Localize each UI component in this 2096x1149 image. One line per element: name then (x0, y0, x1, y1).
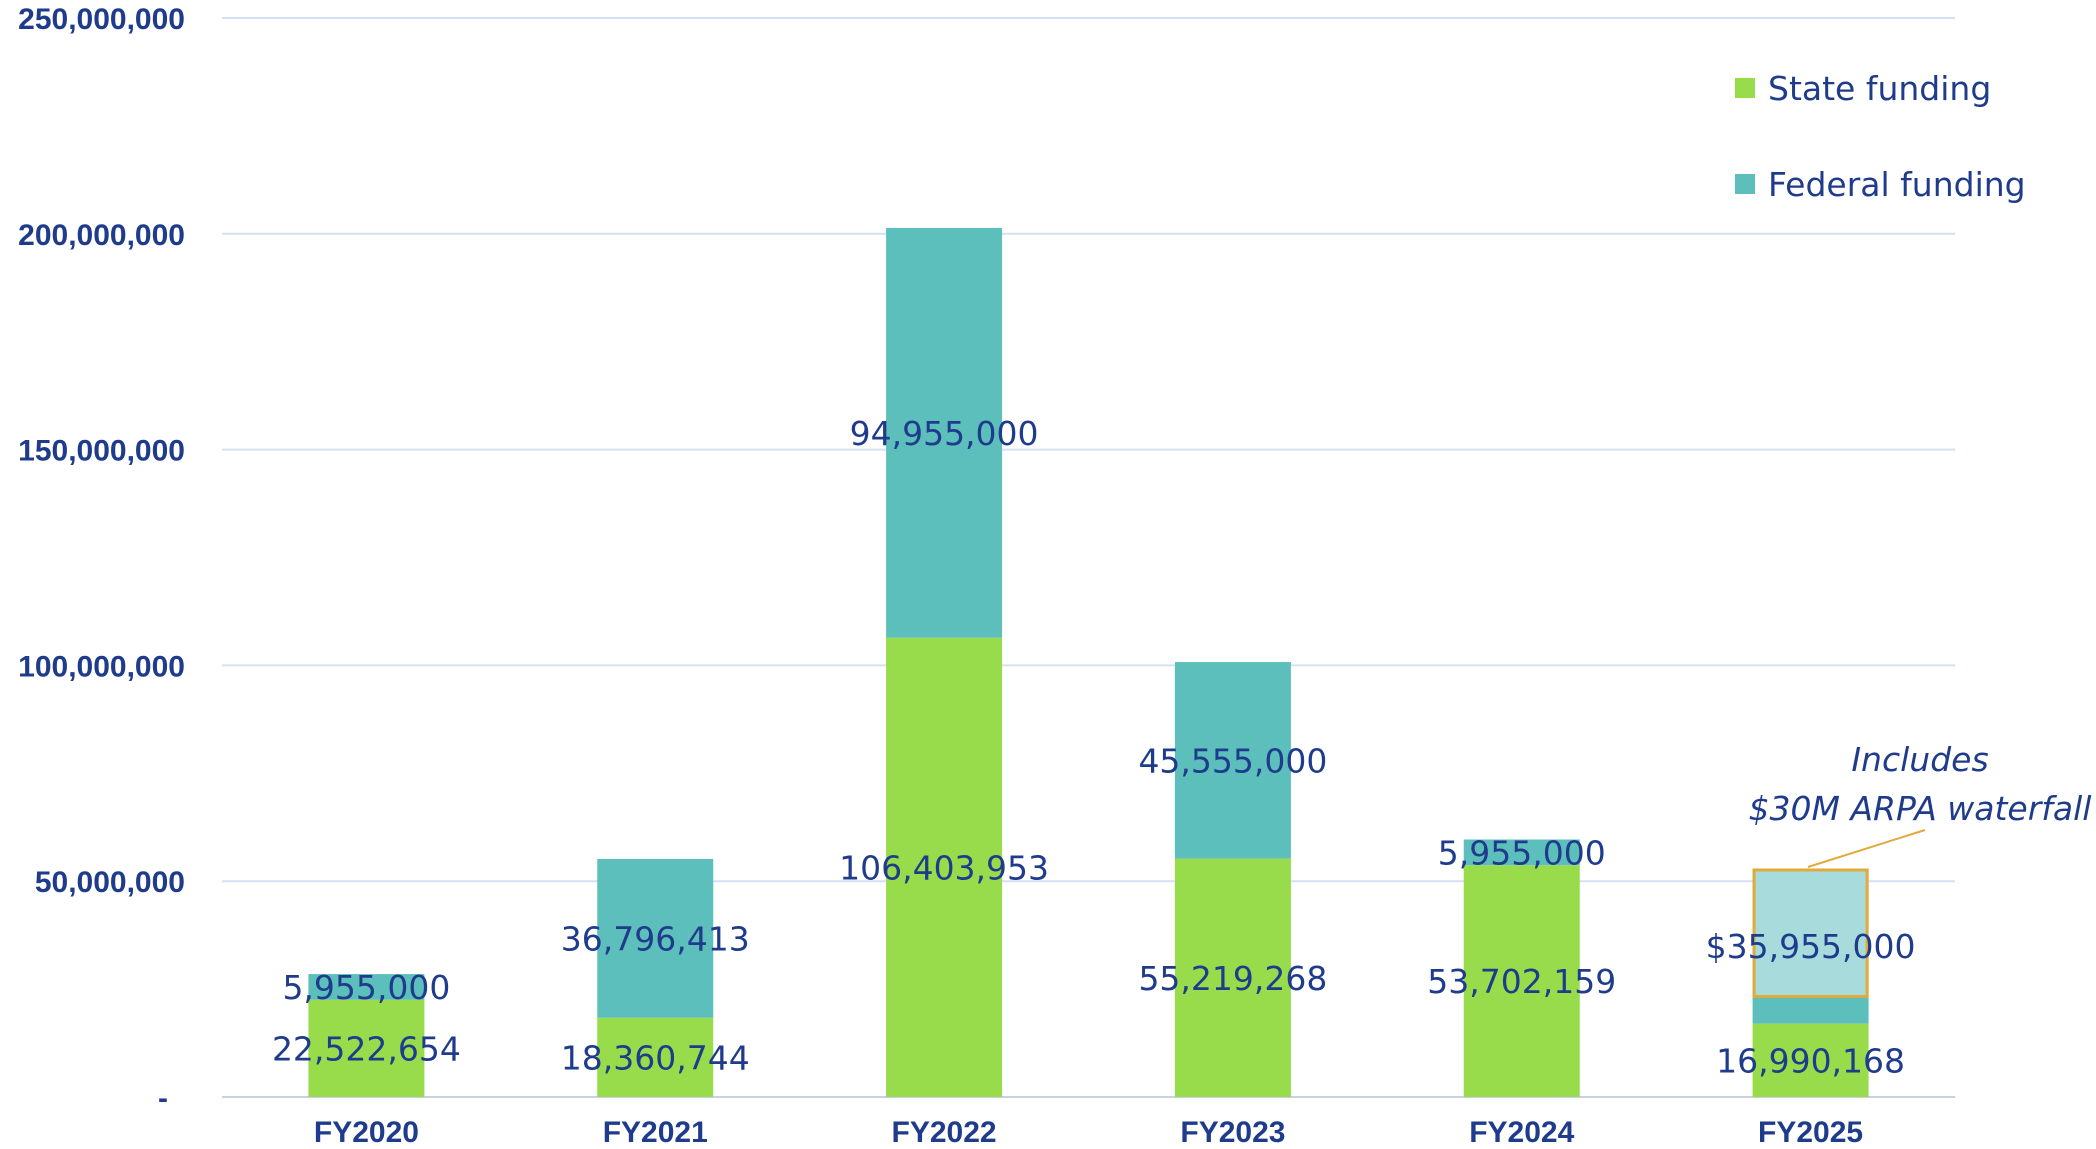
data-label-federal-fy2022: 94,955,000 (850, 414, 1039, 453)
y-tick-label-5: 250,000,000 (18, 3, 185, 36)
bar-federal-fy2023 (1174, 662, 1291, 859)
bar-federal-fy2022 (886, 227, 1003, 638)
y-tick-label-4: 200,000,000 (18, 219, 185, 252)
annotation-line-2: $30M ARPA waterfall (1749, 789, 2092, 828)
bar-federal-fy2020 (308, 974, 425, 1000)
arpa-annotation: Includes $30M ARPA waterfall (1749, 740, 2092, 868)
data-labels: 22,522,654 5,955,000 18,360,744 36,796,413 1… (272, 414, 1916, 1080)
data-label-state-fy2022: 106,403,953 (839, 848, 1049, 887)
bar-federal-fy2021 (597, 858, 714, 1018)
y-tick-label-2: 100,000,000 (18, 650, 185, 683)
gridlines (222, 17, 1955, 1098)
y-axis: - 50,000,000 100,000,000 150,000,000 200,000… (18, 3, 185, 1115)
data-label-state-fy2023: 55,219,268 (1138, 959, 1327, 998)
bar-state-fy2022 (886, 637, 1003, 1097)
x-tick-label-fy2024: FY2024 (1469, 1116, 1574, 1149)
x-tick-label-fy2022: FY2022 (892, 1116, 997, 1149)
data-label-federal-fy2021: 36,796,413 (561, 919, 750, 958)
legend-swatch-state-funding (1735, 78, 1755, 98)
legend: State funding Federal funding (1735, 69, 2026, 204)
bar-state-fy2020 (308, 999, 425, 1097)
legend-label-federal-funding: Federal funding (1768, 165, 2026, 204)
annotation-line-1: Includes (1851, 740, 1988, 779)
x-tick-label-fy2021: FY2021 (603, 1116, 708, 1149)
x-axis: FY2020 FY2021 FY2022 FY2023 FY2024 FY2025 (314, 1116, 1863, 1149)
y-tick-label-0: - (158, 1082, 168, 1115)
bar-state-fy2021 (597, 1017, 714, 1097)
data-label-federal-fy2020: 5,955,000 (282, 968, 450, 1007)
data-label-state-fy2025: 16,990,168 (1716, 1041, 1905, 1080)
bar-state-fy2025 (1752, 1023, 1869, 1097)
x-tick-label-fy2023: FY2023 (1180, 1116, 1285, 1149)
bar-state-fy2023 (1174, 858, 1291, 1097)
data-label-state-fy2020: 22,522,654 (272, 1029, 461, 1068)
data-label-federal-fy2025: $35,955,000 (1706, 927, 1916, 966)
y-tick-label-1: 50,000,000 (35, 866, 185, 899)
bars (308, 227, 1869, 1097)
bar-highlight-arpa-fy2025 (1752, 868, 1869, 998)
annotation-leader-line (1807, 829, 1926, 868)
y-tick-label-3: 150,000,000 (18, 435, 185, 468)
bar-federal-fy2024 (1463, 839, 1580, 866)
data-label-state-fy2021: 18,360,744 (561, 1038, 750, 1077)
data-label-federal-fy2024: 5,955,000 (1438, 833, 1606, 872)
legend-swatch-federal-funding (1735, 174, 1755, 194)
x-tick-label-fy2025: FY2025 (1758, 1116, 1863, 1149)
legend-label-state-funding: State funding (1768, 69, 1991, 108)
x-tick-label-fy2020: FY2020 (314, 1116, 419, 1149)
bar-state-fy2024 (1463, 865, 1580, 1097)
data-label-federal-fy2023: 45,555,000 (1138, 741, 1327, 780)
data-label-state-fy2024: 53,702,159 (1427, 962, 1616, 1001)
